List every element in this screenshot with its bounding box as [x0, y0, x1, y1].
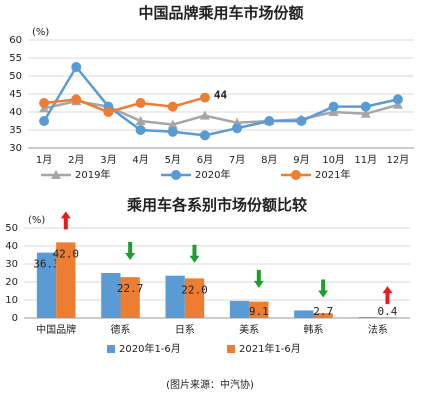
bar — [101, 273, 121, 318]
marker — [360, 108, 371, 118]
marker — [135, 125, 146, 135]
bar — [358, 317, 378, 318]
legend-label: 2020年 — [195, 168, 230, 181]
x-tick-label: 韩系 — [304, 323, 324, 336]
legend-label: 2021年1-6月 — [239, 342, 301, 355]
trend-arrow — [189, 244, 200, 263]
marker — [392, 94, 403, 105]
x-tick-label: 德系 — [111, 323, 131, 336]
caption: (图片来源：中汽协) — [166, 378, 254, 391]
y-tick-label: 60 — [9, 35, 22, 46]
y-tick-label: 50 — [9, 71, 22, 82]
marker — [199, 92, 210, 103]
legend-label: 2020年1-6月 — [119, 342, 181, 355]
marker — [39, 116, 50, 126]
y-axis-label: (%) — [28, 215, 45, 226]
x-tick-label: 1月 — [36, 154, 52, 166]
marker — [296, 116, 307, 126]
x-tick-label: 美系 — [239, 323, 259, 336]
legend-swatch — [227, 345, 235, 353]
data-label: 22.0 — [181, 283, 208, 296]
trend-arrow — [253, 269, 264, 288]
bar — [294, 310, 314, 318]
marker — [71, 94, 82, 105]
marker — [135, 116, 146, 125]
bar — [120, 277, 140, 318]
x-tick-label: 法系 — [368, 323, 388, 336]
x-tick-label: 中国品牌 — [36, 323, 76, 336]
y-tick-label: 30 — [9, 143, 22, 154]
x-tick-label: 12月 — [387, 154, 410, 166]
marker — [39, 98, 50, 108]
x-tick-label: 8月 — [261, 154, 277, 166]
data-label: 2.7 — [313, 305, 333, 318]
x-tick-label: 11月 — [354, 154, 377, 166]
marker — [291, 170, 301, 180]
line — [43, 64, 399, 137]
y-tick-label: 50 — [5, 223, 18, 234]
marker — [103, 107, 114, 117]
bar — [313, 313, 333, 318]
marker — [360, 101, 371, 112]
marker — [264, 116, 275, 126]
marker — [167, 126, 178, 137]
x-tick-label: 5月 — [165, 154, 181, 166]
legend-label: 2021年 — [315, 168, 350, 181]
marker — [199, 110, 210, 120]
y-tick-label: 10 — [5, 295, 18, 306]
x-tick-label: 3月 — [100, 154, 116, 166]
legend-swatch — [107, 345, 115, 353]
marker — [167, 101, 178, 112]
chart-title: 中国品牌乘用车市场份额 — [138, 4, 303, 22]
y-tick-label: 30 — [5, 259, 18, 270]
data-label: 22.7 — [117, 282, 144, 295]
trend-arrow — [125, 242, 136, 260]
y-axis-label: (%) — [32, 27, 49, 38]
trend-arrow — [60, 211, 71, 230]
data-label: 36.3 — [33, 258, 60, 271]
y-tick-label: 40 — [5, 241, 18, 252]
line — [43, 96, 206, 114]
bar — [377, 317, 398, 318]
x-tick-label: 6月 — [197, 154, 213, 166]
x-tick-label: 2月 — [68, 154, 84, 166]
marker — [135, 98, 146, 108]
y-tick-label: 55 — [9, 53, 22, 64]
marker — [232, 123, 243, 134]
y-tick-label: 35 — [9, 125, 22, 136]
trend-arrow — [318, 279, 329, 298]
line — [43, 99, 399, 126]
x-tick-label: 日系 — [175, 324, 195, 336]
bar — [229, 300, 250, 318]
marker — [171, 170, 181, 180]
bar — [249, 301, 269, 318]
chart-title: 乘用车各系别市场份额比较 — [126, 196, 307, 214]
marker — [328, 101, 339, 112]
data-label: 44 — [214, 89, 228, 102]
bar — [36, 252, 57, 318]
data-label: 9.1 — [249, 305, 269, 318]
legend-label: 2019年 — [75, 168, 110, 181]
marker — [199, 130, 210, 141]
x-tick-label: 10月 — [322, 154, 345, 166]
x-tick-label: 4月 — [132, 154, 148, 166]
y-tick-label: 0 — [12, 313, 18, 324]
bar — [184, 278, 205, 318]
bar — [56, 242, 76, 318]
marker — [51, 170, 61, 179]
y-tick-label: 20 — [5, 277, 18, 288]
marker — [167, 119, 178, 129]
x-tick-label: 7月 — [229, 154, 245, 166]
y-tick-label: 45 — [9, 89, 22, 100]
x-tick-label: 9月 — [293, 154, 309, 166]
y-tick-label: 40 — [9, 107, 22, 118]
data-label: 42.0 — [53, 247, 80, 260]
marker — [71, 62, 82, 72]
data-label: 0.4 — [378, 305, 398, 318]
trend-arrow — [382, 286, 393, 305]
bar — [165, 275, 185, 318]
